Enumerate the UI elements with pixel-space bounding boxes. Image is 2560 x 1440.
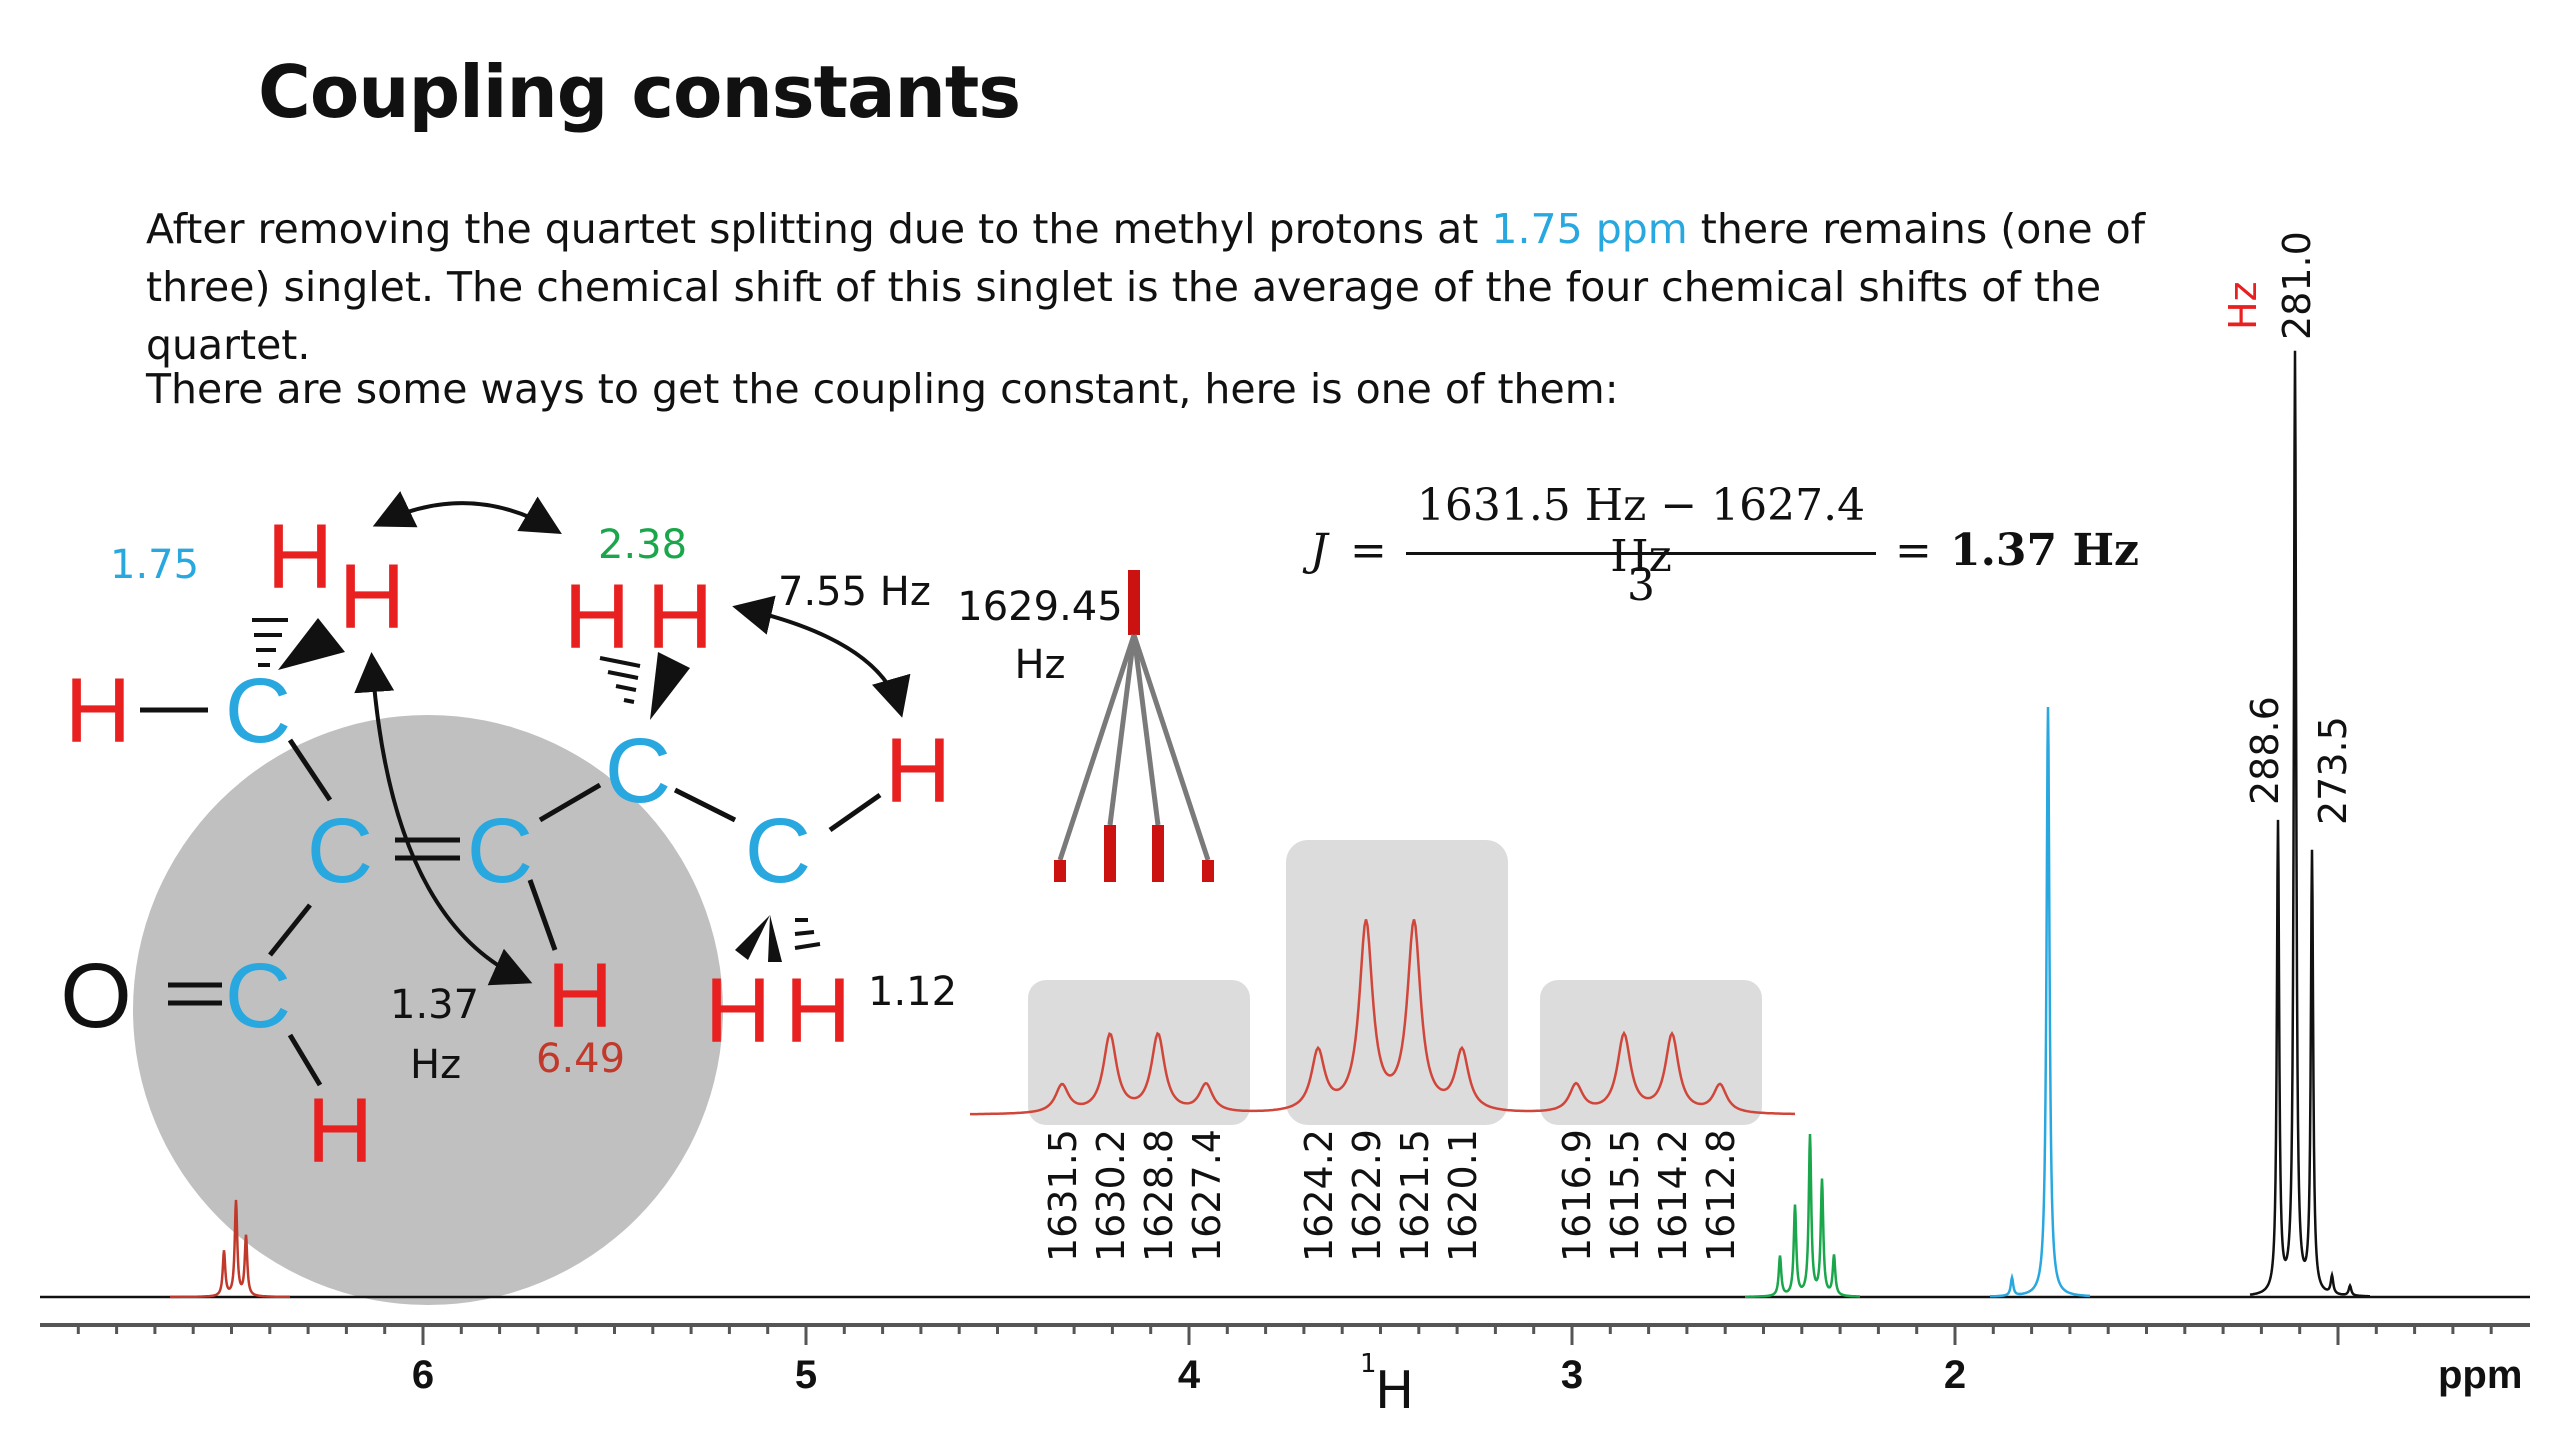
- tree-center-value: 1629.45: [957, 584, 1122, 630]
- coupling-arrows: [354, 491, 911, 986]
- spectrum-peaks-methyl: [1990, 706, 2090, 1298]
- formula-denominator: 3: [1627, 560, 1655, 611]
- shift-label-methyl: 1.75: [110, 542, 199, 588]
- multiplet-box-1: [1028, 980, 1250, 1125]
- atom-c-alkene-1: C: [307, 800, 373, 902]
- axis-nucleus-superscript: 1: [1360, 1349, 1377, 1379]
- spectrum-peak-labels: Hz 281.0 288.6 273.5: [2221, 231, 2355, 825]
- atom-c-methyl: C: [225, 660, 291, 762]
- j-label-vinyl-value: 1.37: [390, 982, 479, 1028]
- tree-line-2: [1104, 825, 1116, 882]
- peak-label-273: 273.5: [2311, 716, 2355, 825]
- splitting-tree: 1629.45 Hz: [957, 570, 1214, 882]
- peak-label-288: 288.6: [2243, 696, 2287, 805]
- peak-label-unit: Hz: [2221, 281, 2265, 330]
- nmr-spectrum: [40, 350, 2530, 1299]
- tree-center-unit: Hz: [1014, 642, 1065, 688]
- multiplet-label: 1614.2: [1651, 1129, 1695, 1262]
- axis-tick-label: 5: [795, 1353, 817, 1397]
- intro-text-before: After removing the quartet splitting due…: [146, 205, 1492, 253]
- multiplet-labels: 1631.5 1630.2 1628.8 1627.4 1624.2 1622.9 1621…: [1041, 1129, 1743, 1262]
- formula-equals-2: =: [1895, 525, 1932, 576]
- shift-label-vinyl: 6.49: [536, 1036, 625, 1082]
- highlight-circle: [133, 715, 723, 1305]
- atom-h-methyl-2: H: [339, 546, 405, 648]
- atom-h-ch3-3: H: [785, 960, 851, 1062]
- shift-label-ch2: 2.38: [598, 522, 687, 568]
- coupling-formula: J = 1631.5 Hz − 1627.4 Hz 3 = 1.37 Hz: [1310, 480, 2140, 630]
- intro-text-after: there remains (one of three) singlet. Th…: [146, 205, 2146, 369]
- atom-c-alkene-2: C: [467, 800, 533, 902]
- atom-o-aldehyde: O: [60, 945, 132, 1047]
- atom-c-ch3: C: [745, 800, 811, 902]
- spectrum-peaks-vinyl: [170, 1199, 290, 1299]
- multiplet-label: 1631.5: [1041, 1129, 1085, 1262]
- axis-tick-label: 3: [1561, 1353, 1583, 1397]
- multiplet-label: 1616.9: [1555, 1129, 1599, 1262]
- tree-line-1: [1054, 860, 1066, 882]
- multiplet-label: 1627.4: [1185, 1129, 1229, 1262]
- multiplet-box-3: [1540, 980, 1762, 1125]
- multiplet-label: 1612.8: [1699, 1129, 1743, 1262]
- axis-unit: ppm: [2438, 1353, 2522, 1397]
- multiplet-trace: [970, 919, 1795, 1116]
- formula-symbol: J: [1310, 525, 1328, 576]
- j-label-ethyl: 7.55 Hz: [778, 569, 931, 615]
- atom-h-aldehyde: H: [307, 1080, 373, 1182]
- peak-label-281: 281.0: [2275, 231, 2319, 340]
- atom-h-vinyl: H: [547, 945, 613, 1047]
- formula-numerator: 1631.5 Hz − 1627.4 Hz: [1416, 480, 1866, 582]
- axis-tick-label: 4: [1178, 1353, 1201, 1397]
- shift-label-ch3: 1.12: [868, 969, 957, 1015]
- page-title: Coupling constants: [258, 50, 1021, 134]
- formula-result: 1.37 Hz: [1950, 525, 2140, 576]
- formula-fraction-bar: [1406, 552, 1876, 555]
- multiplet-label: 1620.1: [1441, 1129, 1485, 1262]
- axis-nucleus: H: [1375, 1361, 1414, 1421]
- multiplet-label: 1624.2: [1297, 1129, 1341, 1262]
- spectrum-peaks-ch3: [2249, 350, 2370, 1298]
- atom-h-methyl-3: H: [65, 660, 131, 762]
- tree-center-line: [1128, 570, 1140, 635]
- tree-line-3: [1152, 825, 1164, 882]
- method-paragraph: There are some ways to get the coupling …: [146, 365, 1619, 413]
- atom-h-ch2-2: H: [647, 566, 713, 668]
- molecule-annotations: 1.75 2.38 7.55 Hz 1.37 Hz 6.49 1.12: [110, 522, 957, 1088]
- intro-paragraph: After removing the quartet splitting due…: [146, 200, 2196, 374]
- tree-line-4: [1202, 860, 1214, 882]
- molecule-hashes: [252, 618, 821, 950]
- atom-c-aldehyde: C: [225, 945, 291, 1047]
- ppm-axis: 6 5 4 3 2 1 H ppm: [40, 1323, 2530, 1421]
- multiplet-label: 1615.5: [1603, 1129, 1647, 1262]
- atom-h-ch3-1: H: [885, 720, 951, 822]
- axis-tick-label: 2: [1944, 1353, 1966, 1397]
- j-label-vinyl-unit: Hz: [410, 1042, 461, 1088]
- multiplet-label: 1630.2: [1089, 1129, 1133, 1262]
- formula-equals-1: =: [1350, 525, 1387, 576]
- atom-c-ch2: C: [605, 720, 671, 822]
- intro-highlight-shift: 1.75 ppm: [1491, 205, 1688, 253]
- multiplet-label: 1628.8: [1137, 1129, 1181, 1262]
- atom-h-methyl-1: H: [267, 506, 333, 608]
- atom-h-ch3-2: H: [705, 960, 771, 1062]
- multiplet-label: 1622.9: [1345, 1129, 1389, 1262]
- multiplet-label: 1621.5: [1393, 1129, 1437, 1262]
- atom-h-ch2-1: H: [564, 566, 630, 668]
- molecule-wedges: [278, 618, 782, 962]
- molecule-atoms: H H H C H H C H C C C H H H O C H: [60, 506, 951, 1182]
- multiplet-boxes: [1028, 840, 1762, 1125]
- axis-tick-label: 6: [412, 1353, 434, 1397]
- multiplet-box-2: [1286, 840, 1508, 1125]
- spectrum-peaks-ch2: [1745, 1134, 1860, 1298]
